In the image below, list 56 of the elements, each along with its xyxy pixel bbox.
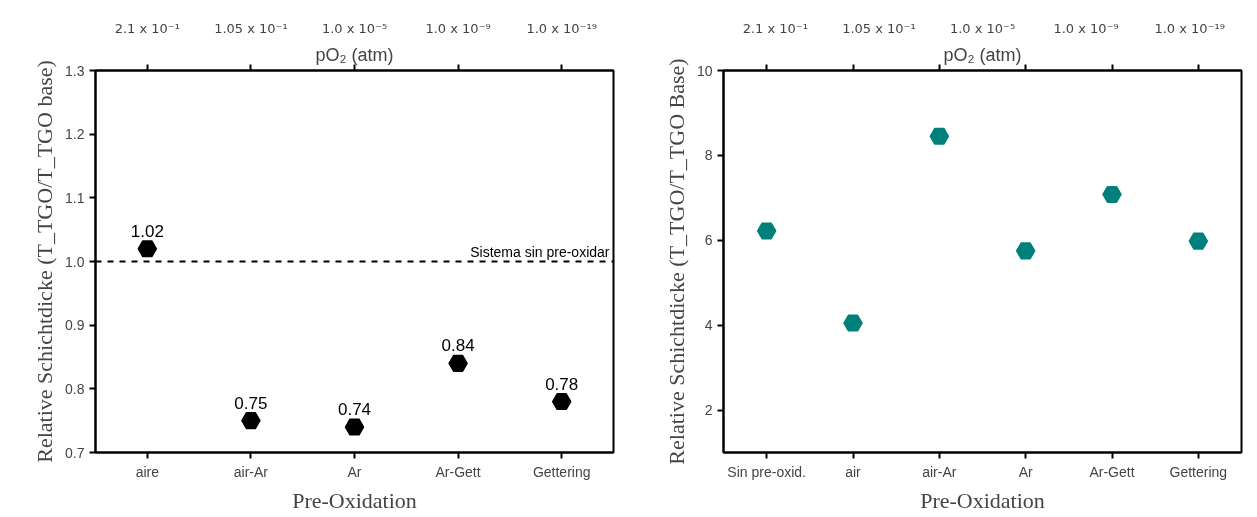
point: [448, 354, 468, 372]
y-tick-label: 1.3: [65, 62, 85, 79]
ref-line-label: Sistema sin pre-oxidar: [470, 243, 610, 260]
x2-axis-title: pO₂ (atm): [943, 44, 1022, 65]
data-label: 0.75: [234, 393, 268, 413]
text: 1.05 x 10⁻¹: [214, 20, 288, 36]
y-tick-label: 2: [704, 402, 713, 419]
point: [344, 418, 365, 436]
x-axis-title: Pre-Oxidation: [920, 487, 1045, 513]
x-tick-label: aire: [135, 463, 160, 480]
data-label: 0.84: [441, 336, 475, 356]
text: 1.0 x 10⁻⁹: [425, 20, 491, 36]
y-tick-label: 1.0: [65, 253, 85, 270]
point: [551, 393, 572, 411]
point: [1015, 242, 1036, 260]
point: [241, 412, 261, 430]
y-tick-label: 0.8: [65, 380, 85, 397]
x-tick-label: Ar-Gett: [435, 463, 481, 480]
point: [1102, 185, 1122, 203]
x-tick-label: Ar-Gett: [1089, 463, 1135, 480]
point: [137, 240, 158, 258]
text: 1.0 x 10⁻¹⁹: [1154, 20, 1225, 36]
x-tick-label: Ar: [347, 463, 362, 480]
data-label: 0.78: [545, 374, 579, 394]
point: [843, 314, 863, 332]
y-tick-label: 0.7: [65, 444, 85, 461]
text: 1.0 x 10⁻⁵: [321, 20, 388, 36]
y-axis-title: Relative Schichtdicke (T_TGO/T_TGO base): [32, 60, 58, 463]
x-axis-title: Pre-Oxidation: [292, 487, 417, 513]
y-tick-label: 0.9: [65, 317, 85, 334]
data-label: 0.74: [337, 400, 372, 420]
y-tick-label: 1.2: [65, 126, 85, 143]
x-tick-label: Sin pre-oxid.: [727, 463, 806, 480]
text: 2.1 x 10⁻¹: [114, 20, 180, 36]
x-tick-label: air: [845, 463, 862, 480]
text: 1.0 x 10⁻⁹: [1053, 20, 1119, 36]
y-tick-label: 4: [704, 317, 713, 334]
x-tick-label: air-Ar: [922, 463, 957, 480]
x-tick-label: Ar: [1018, 463, 1033, 480]
text: 1.0 x 10⁻⁵: [949, 20, 1016, 36]
text: 1.05 x 10⁻¹: [842, 20, 916, 36]
y-tick-label: 6: [704, 232, 713, 249]
x-tick-label: Gettering: [1169, 463, 1228, 480]
x2-axis-title: pO₂ (atm): [315, 44, 394, 65]
point: [756, 222, 777, 240]
point: [929, 127, 950, 145]
text: 1.0 x 10⁻¹⁹: [526, 20, 597, 36]
y-axis-title: Relative Schichtdicke (T_TGO/T_TGO Base): [663, 58, 689, 465]
y-tick-label: 10: [696, 62, 713, 79]
data-label: 1.02: [130, 221, 164, 241]
x-tick-label: Gettering: [532, 463, 591, 480]
y-tick-label: 1.1: [65, 189, 85, 206]
point: [1188, 232, 1209, 250]
y-tick-label: 8: [704, 147, 713, 164]
text: 2.1 x 10⁻¹: [742, 20, 808, 36]
x-tick-label: air-Ar: [233, 463, 269, 480]
